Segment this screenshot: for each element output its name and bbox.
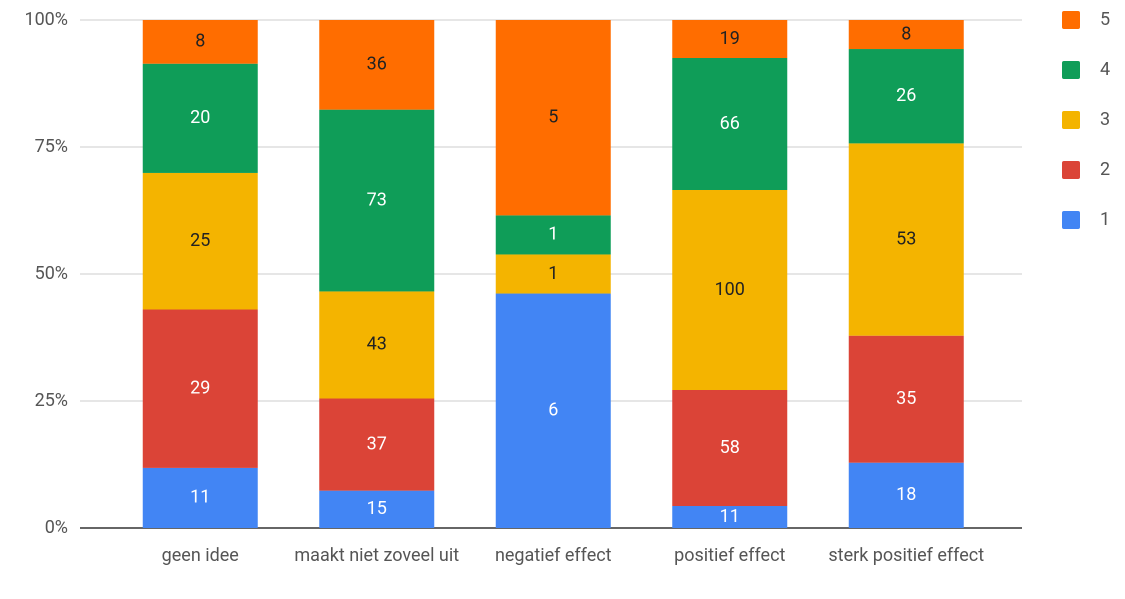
y-tick-label: 75% xyxy=(35,136,68,157)
bar-segment xyxy=(672,190,788,390)
data-label: 1 xyxy=(548,224,558,245)
data-label: 19 xyxy=(720,28,740,49)
data-label: 73 xyxy=(367,189,387,210)
bar-segment xyxy=(848,143,964,336)
bar-segment xyxy=(319,109,435,292)
x-tick-label: geen idee xyxy=(162,545,239,566)
bar-segment xyxy=(319,291,435,399)
data-label: 37 xyxy=(367,433,387,454)
legend-swatch xyxy=(1062,61,1080,79)
data-label: 100 xyxy=(715,279,745,300)
bar-segment xyxy=(848,49,964,144)
x-tick-label: negatief effect xyxy=(495,545,612,566)
y-tick-label: 100% xyxy=(24,9,68,30)
data-label: 25 xyxy=(190,230,210,251)
bar-segment xyxy=(672,390,788,506)
legend-label: 2 xyxy=(1100,159,1110,180)
bar-segment xyxy=(848,335,964,463)
bar-segment xyxy=(142,172,258,310)
data-label: 8 xyxy=(901,23,911,44)
legend-label: 1 xyxy=(1100,209,1110,230)
legend-swatch xyxy=(1062,211,1080,229)
data-label: 18 xyxy=(896,484,916,505)
data-label: 35 xyxy=(896,388,916,409)
data-label: 20 xyxy=(190,107,210,128)
legend-label: 3 xyxy=(1100,109,1110,130)
x-tick-label: maakt niet zoveel uit xyxy=(294,545,459,566)
bar-segment xyxy=(142,467,258,528)
bar-segment xyxy=(319,20,435,110)
bar-segment xyxy=(142,309,258,468)
data-label: 58 xyxy=(720,437,740,458)
data-label: 36 xyxy=(367,54,387,75)
data-label: 6 xyxy=(548,400,558,421)
y-tick-label: 0% xyxy=(45,517,68,538)
data-label: 26 xyxy=(896,85,916,106)
data-label: 53 xyxy=(896,228,916,249)
legend-label: 5 xyxy=(1100,9,1110,30)
data-label: 11 xyxy=(720,506,740,527)
x-tick-label: sterk positief effect xyxy=(828,545,984,566)
bar-segment xyxy=(495,293,611,528)
data-label: 11 xyxy=(190,487,210,508)
bar-segment xyxy=(495,254,611,294)
data-label: 15 xyxy=(367,498,387,519)
bar-segment xyxy=(672,58,788,190)
data-label: 1 xyxy=(548,263,558,284)
bar-segment xyxy=(319,490,435,528)
bar-segment xyxy=(848,20,964,50)
bar-segment xyxy=(142,63,258,173)
data-label: 29 xyxy=(190,377,210,398)
bar-segment xyxy=(495,215,611,255)
bar-segment xyxy=(672,20,788,58)
data-label: 43 xyxy=(367,334,387,355)
bar-segment xyxy=(848,462,964,528)
data-label: 5 xyxy=(548,106,558,127)
bar-segment xyxy=(495,20,611,216)
legend-swatch xyxy=(1062,11,1080,29)
data-label: 8 xyxy=(195,31,205,52)
y-tick-label: 50% xyxy=(35,263,68,284)
legend-swatch xyxy=(1062,161,1080,179)
bar-segment xyxy=(672,506,788,528)
legend-label: 4 xyxy=(1100,59,1110,80)
bar-segment xyxy=(319,398,435,491)
y-tick-label: 25% xyxy=(35,390,68,411)
bar-segment xyxy=(142,20,258,64)
legend-swatch xyxy=(1062,111,1080,129)
x-tick-label: positief effect xyxy=(674,545,785,566)
data-label: 66 xyxy=(720,113,740,134)
